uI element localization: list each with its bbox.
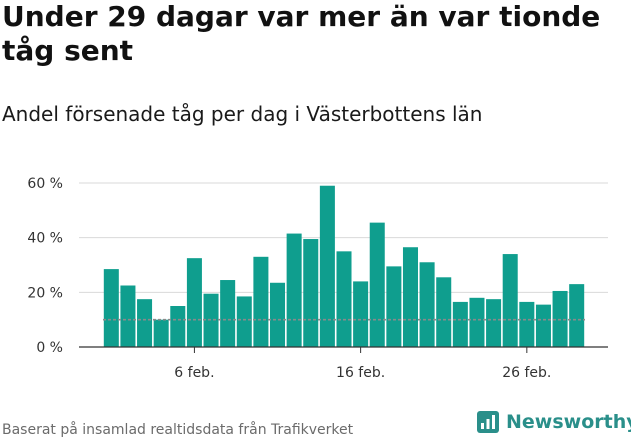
bar — [402, 247, 418, 347]
brand-logo: Newsworthy — [476, 408, 631, 436]
bar — [103, 269, 119, 347]
bar — [569, 284, 585, 347]
bar — [436, 277, 452, 347]
bar — [369, 222, 385, 347]
y-tick-label: 40 % — [27, 231, 63, 247]
bar — [502, 254, 518, 347]
bar — [319, 185, 335, 347]
bar — [386, 266, 402, 347]
bar — [236, 296, 252, 347]
bar — [286, 233, 302, 347]
bar — [170, 306, 186, 347]
bar — [120, 285, 136, 347]
chart-title: Under 29 dagar var mer än var tionde tåg… — [2, 0, 601, 67]
bars — [103, 185, 585, 347]
x-tick-label: 16 feb. — [336, 365, 385, 381]
bar — [519, 301, 535, 347]
bar — [186, 258, 202, 347]
brand-name: Newsworthy — [506, 411, 631, 433]
newsworthy-logo-icon — [477, 411, 499, 433]
x-tick-label: 26 feb. — [502, 365, 551, 381]
bar — [336, 251, 352, 347]
bar — [419, 262, 435, 347]
bar — [270, 282, 286, 347]
bar — [452, 301, 468, 347]
bar — [153, 319, 169, 347]
chart-subtitle: Andel försenade tåg per dag i Västerbott… — [2, 102, 483, 126]
bar — [253, 256, 269, 347]
source-note: Baserat på insamlad realtidsdata från Tr… — [2, 422, 354, 438]
bar — [353, 281, 369, 347]
y-tick-label: 60 % — [27, 176, 63, 192]
axes: 0 % 20 % 40 % 60 % 6 feb. 16 feb. 26 feb. — [27, 176, 608, 381]
bar — [137, 299, 153, 347]
x-tick-label: 6 feb. — [174, 365, 214, 381]
y-tick-label: 20 % — [27, 285, 63, 301]
bar — [203, 293, 219, 347]
bar — [535, 304, 551, 347]
bar — [220, 280, 236, 347]
bar — [486, 299, 502, 347]
bar — [469, 297, 485, 347]
bar — [303, 239, 319, 347]
y-tick-label: 0 % — [36, 340, 63, 356]
